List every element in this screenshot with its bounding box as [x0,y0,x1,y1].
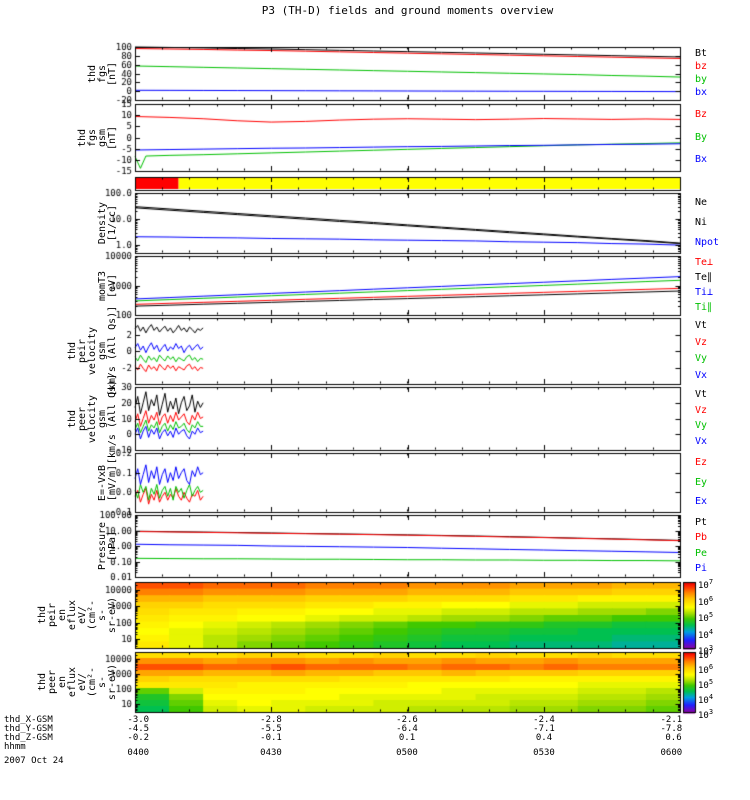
footer-value: -6.4 [396,724,418,734]
plot-title: P3 (TH-D) fields and ground moments over… [261,4,554,17]
footer-value: 0.1 [398,733,416,743]
time-tick-label: 0600 [660,748,683,758]
footer-row-times: 0400 0430 0500 0530 0600 [0,748,750,758]
footer-row-label-xgsm: thd_X-GSM [4,715,53,725]
footer-value: -0.2 [127,733,150,743]
footer-value: -7.8 [660,724,683,734]
footer-row-xgsm: thd_X-GSM -3.0 -2.8 -2.6 -2.4 -2.1 [0,715,750,725]
time-tick-label: 0530 [533,748,555,758]
footer-value: 0.6 [665,733,682,743]
footer-value: -4.5 [127,724,150,734]
date-label: 2007 Oct 24 [4,756,64,766]
footer-value: -2.4 [533,715,555,725]
footer-row-label-ygsm: thd_Y-GSM [4,724,53,734]
footer-row-zgsm: thd_Z-GSM -0.2 -0.1 0.1 0.4 0.6 [0,733,750,743]
time-tick-label: 0500 [396,748,418,758]
footer-value: -0.1 [260,733,282,743]
footer-value: -3.0 [127,715,150,725]
footer-value: -7.1 [533,724,555,734]
footer-value: -5.5 [260,724,282,734]
footer-value: -2.8 [260,715,282,725]
footer-row-label-zgsm: thd_Z-GSM [4,733,53,743]
footer-row-hhmm: hhmm [0,742,750,752]
footer-row-label-hhmm: hhmm [4,742,26,752]
footer-row-ygsm: thd_Y-GSM -4.5 -5.5 -6.4 -7.1 -7.8 [0,724,750,734]
time-tick-label: 0430 [260,748,282,758]
footer-value: -2.6 [396,715,418,725]
footer-value: -2.1 [660,715,683,725]
time-tick-label: 0400 [127,748,150,758]
footer-value: 0.4 [535,733,553,743]
